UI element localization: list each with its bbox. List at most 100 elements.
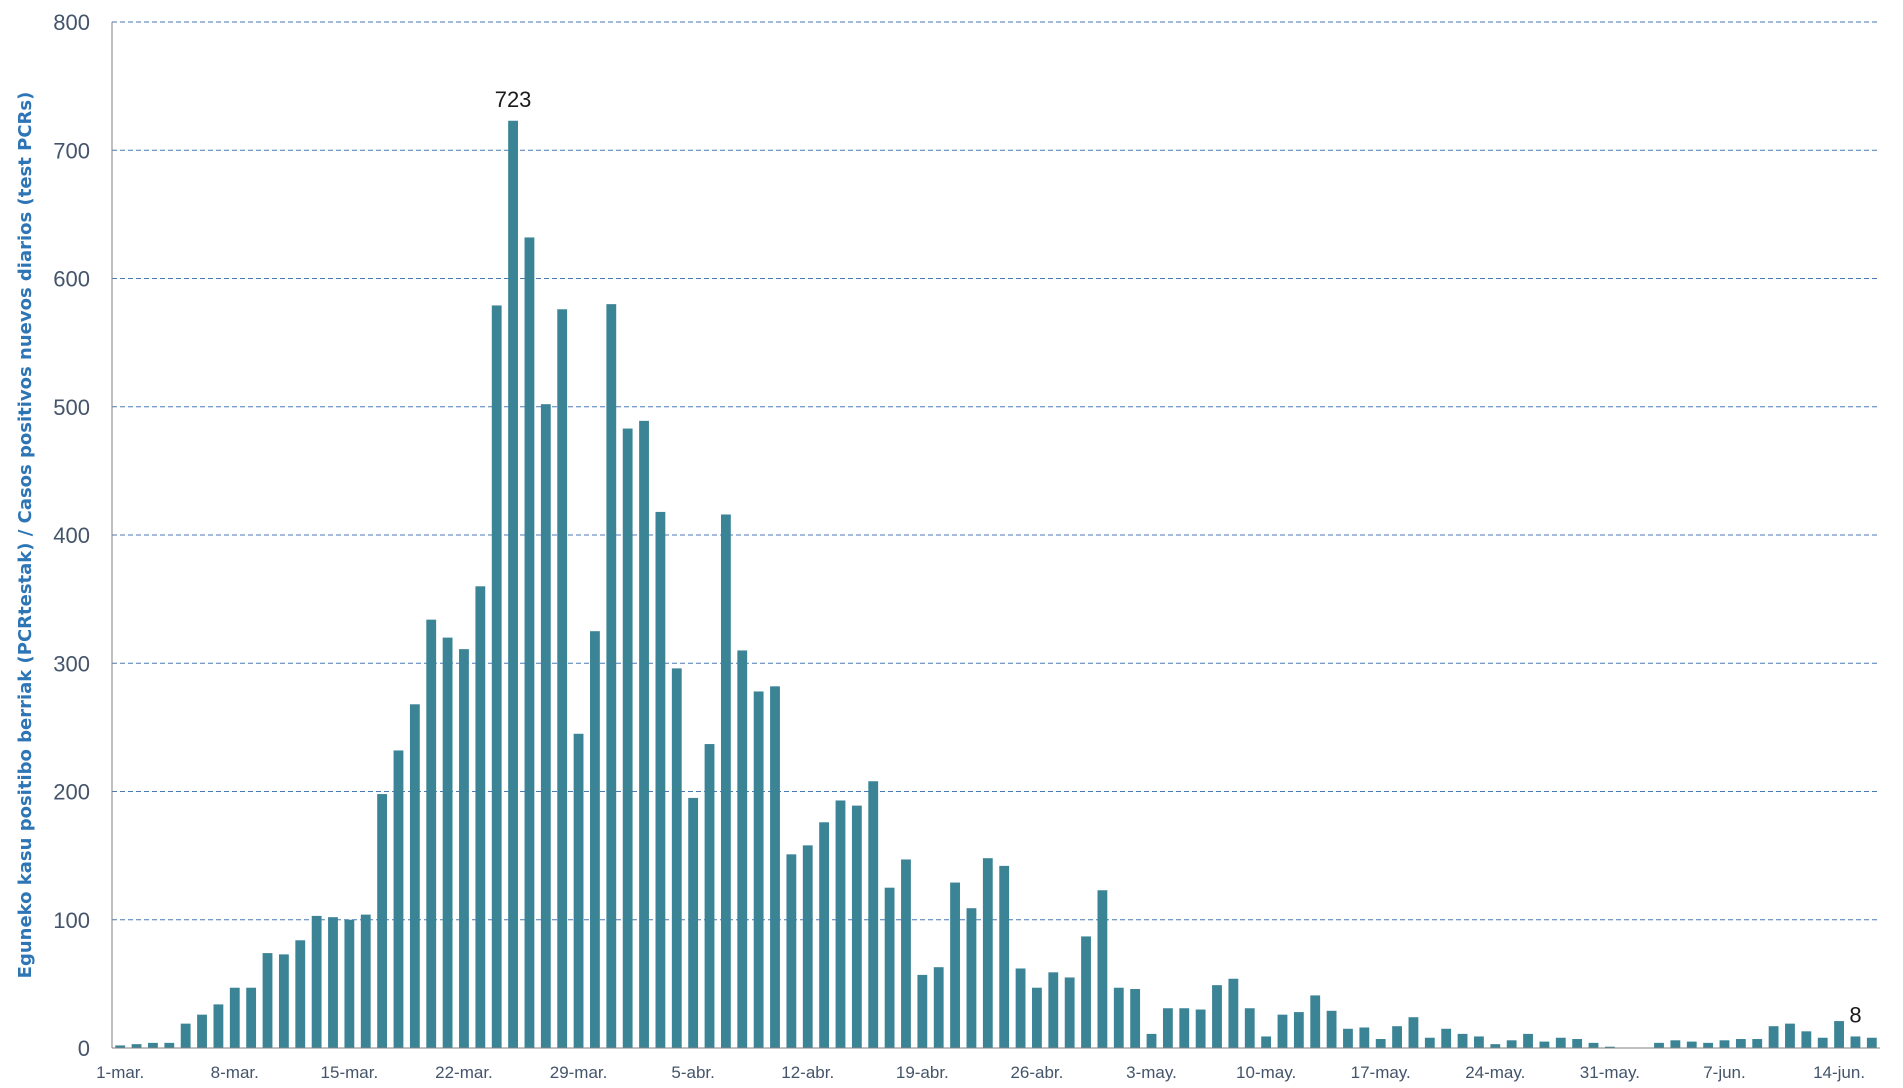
bar [311,915,322,1048]
bar [1293,1012,1304,1048]
bar [1195,1009,1206,1048]
bar [475,586,486,1048]
y-tick-label: 200 [53,780,90,805]
x-tick-label: 22-mar. [435,1063,493,1082]
data-label: 723 [495,87,532,112]
x-tick-label: 19-abr. [896,1063,949,1082]
bar [115,1045,126,1048]
bar [229,987,240,1048]
bar [393,750,404,1048]
bar [540,404,551,1048]
bar [1523,1033,1533,1048]
bar [344,919,355,1048]
bar [1179,1008,1190,1048]
bar [1572,1039,1583,1048]
bar [508,120,518,1048]
bar [999,865,1010,1048]
bar [1768,1026,1779,1048]
bar [590,631,600,1048]
x-tick-label: 7-jun. [1703,1063,1746,1082]
x-tick-label: 14-jun. [1813,1063,1865,1082]
data-labels: 723 8 [495,87,1862,1028]
bar [459,649,469,1048]
bar [1162,1008,1173,1048]
bar [1015,968,1026,1048]
bar [1703,1042,1714,1048]
y-tick-label: 100 [53,908,90,933]
bar [295,940,306,1048]
y-tick-label: 800 [53,10,90,35]
bar [1441,1028,1452,1048]
bar [982,858,993,1048]
y-tick-label: 400 [53,523,90,548]
bar [1785,1023,1795,1048]
bar [1261,1036,1272,1048]
bar [1457,1033,1468,1048]
bar [1375,1039,1386,1048]
bar [1506,1040,1517,1048]
bar [1654,1042,1664,1048]
bar [802,845,813,1048]
bar [360,914,371,1048]
bar [1097,890,1108,1048]
x-tick-label: 15-mar. [321,1063,379,1082]
bar [884,887,895,1048]
bar [1277,1014,1288,1048]
x-tick-label: 1-mar. [96,1063,144,1082]
bar [1081,936,1091,1048]
x-tick-label: 29-mar. [550,1063,608,1082]
bar [557,309,568,1048]
bar [1670,1040,1681,1048]
bar [1359,1027,1370,1048]
bar [901,859,911,1048]
x-tick-label: 26-abr. [1010,1063,1063,1082]
y-axis-tick-labels: 0 100 200 300 400 500 600 700 800 [53,10,90,1061]
bar [1212,985,1222,1048]
x-tick-label: 24-may. [1465,1063,1525,1082]
x-tick-label: 17-may. [1351,1063,1411,1082]
bar [1424,1037,1435,1048]
y-axis-label: Eguneko kasu positibo berriak (PCRtestak… [15,92,36,979]
bar [770,686,780,1048]
bar [1588,1042,1599,1048]
bar [442,637,453,1048]
data-label: 8 [1849,1002,1861,1027]
bar [851,805,862,1048]
bar [1604,1046,1615,1048]
bar [524,237,535,1048]
bar [966,908,977,1048]
bar [573,733,584,1048]
bar [1310,995,1321,1048]
x-tick-label: 3-may. [1126,1063,1177,1082]
bar [1719,1040,1730,1048]
bar [1834,1021,1844,1048]
bar [1490,1044,1501,1048]
bar [213,1004,224,1048]
bar [1228,978,1239,1048]
bar [246,987,257,1048]
bar [868,781,879,1048]
bar [491,305,502,1048]
bar [1146,1033,1157,1048]
bar [1686,1041,1697,1048]
bar [835,800,846,1048]
bar [720,514,731,1048]
bar [933,967,944,1048]
bar [1064,977,1075,1048]
bar [753,691,764,1048]
bar [1850,1036,1861,1048]
bar [606,304,617,1048]
bar [426,619,437,1048]
bar [148,1042,158,1048]
x-tick-label: 5-abr. [671,1063,714,1082]
y-tick-label: 700 [53,138,90,163]
bar [1539,1041,1550,1048]
bar [1752,1039,1763,1048]
bar [917,974,928,1048]
bar [1817,1037,1828,1048]
bar [278,954,289,1048]
y-tick-label: 300 [53,651,90,676]
y-tick-label: 600 [53,267,90,292]
bar [1735,1039,1746,1048]
